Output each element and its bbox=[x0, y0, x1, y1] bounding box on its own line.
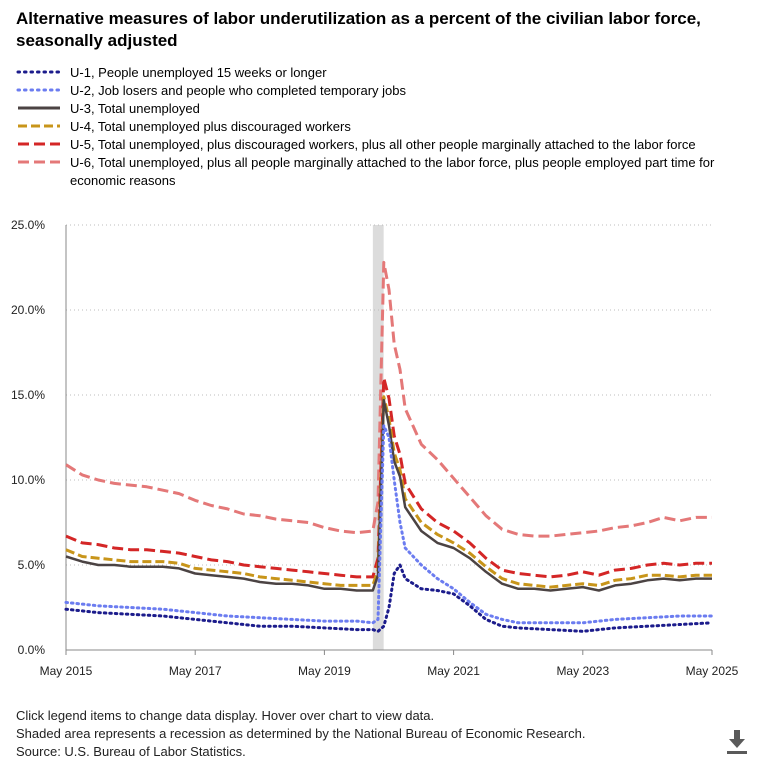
y-tick-label: 20.0% bbox=[11, 303, 45, 317]
legend-label-u1: U-1, People unemployed 15 weeks or longe… bbox=[70, 65, 327, 80]
y-tick-label: 10.0% bbox=[11, 473, 45, 487]
legend-item-u2[interactable]: U-2, Job losers and people who completed… bbox=[16, 82, 736, 100]
chart-title: Alternative measures of labor underutili… bbox=[16, 9, 701, 50]
series-line-u3 bbox=[65, 398, 712, 592]
legend-label-u3: U-3, Total unemployed bbox=[70, 101, 200, 116]
x-tick-label: May 2015 bbox=[40, 664, 93, 678]
y-tick-label: 25.0% bbox=[11, 218, 45, 232]
x-tick-label: May 2025 bbox=[686, 664, 739, 678]
legend-swatch-u1 bbox=[16, 70, 62, 74]
series-line-u5 bbox=[65, 376, 712, 579]
x-tick-label: May 2019 bbox=[298, 664, 351, 678]
legend-label-u2: U-2, Job losers and people who completed… bbox=[70, 83, 407, 98]
series-line-u1 bbox=[64, 563, 714, 633]
series-line-u4 bbox=[65, 395, 712, 589]
legend-swatch-u6 bbox=[18, 160, 60, 164]
legend-label-u4: U-4, Total unemployed plus discouraged w… bbox=[70, 119, 351, 134]
legend-item-u5[interactable]: U-5, Total unemployed, plus discouraged … bbox=[16, 136, 736, 154]
legend-item-u6[interactable]: U-6, Total unemployed, plus all people m… bbox=[16, 154, 736, 190]
y-tick-label: 15.0% bbox=[11, 388, 45, 402]
legend: U-1, People unemployed 15 weeks or longe… bbox=[16, 64, 736, 190]
x-tick-label: May 2017 bbox=[169, 664, 222, 678]
legend-swatch-u2 bbox=[16, 88, 62, 92]
footer-instructions: Click legend items to change data displa… bbox=[16, 708, 435, 723]
legend-swatch-u5 bbox=[18, 142, 60, 146]
x-tick-label: May 2023 bbox=[556, 664, 609, 678]
legend-swatch-u3 bbox=[18, 106, 60, 110]
y-tick-label: 5.0% bbox=[18, 558, 46, 572]
line-chart[interactable]: 0.0% 5.0% 10.0% 15.0% 20.0% 25.0% May 2015 May … bbox=[0, 215, 761, 685]
series-line-u6 bbox=[65, 260, 712, 538]
legend-item-u1[interactable]: U-1, People unemployed 15 weeks or longe… bbox=[16, 64, 736, 82]
x-tick-label: May 2021 bbox=[427, 664, 480, 678]
footer-recession-note: Shaded area represents a recession as de… bbox=[16, 726, 586, 741]
legend-item-u3[interactable]: U-3, Total unemployed bbox=[16, 100, 736, 118]
series-line-u2 bbox=[64, 424, 714, 625]
legend-label-u6: U-6, Total unemployed, plus all people m… bbox=[70, 155, 715, 188]
legend-item-u4[interactable]: U-4, Total unemployed plus discouraged w… bbox=[16, 118, 736, 136]
y-tick-label: 0.0% bbox=[18, 643, 46, 657]
legend-swatch-u4 bbox=[18, 124, 60, 128]
footer-notes: Click legend items to change data displa… bbox=[16, 707, 585, 761]
download-icon[interactable] bbox=[724, 728, 750, 756]
legend-label-u5: U-5, Total unemployed, plus discouraged … bbox=[70, 137, 696, 152]
footer-source: Source: U.S. Bureau of Labor Statistics. bbox=[16, 744, 246, 759]
